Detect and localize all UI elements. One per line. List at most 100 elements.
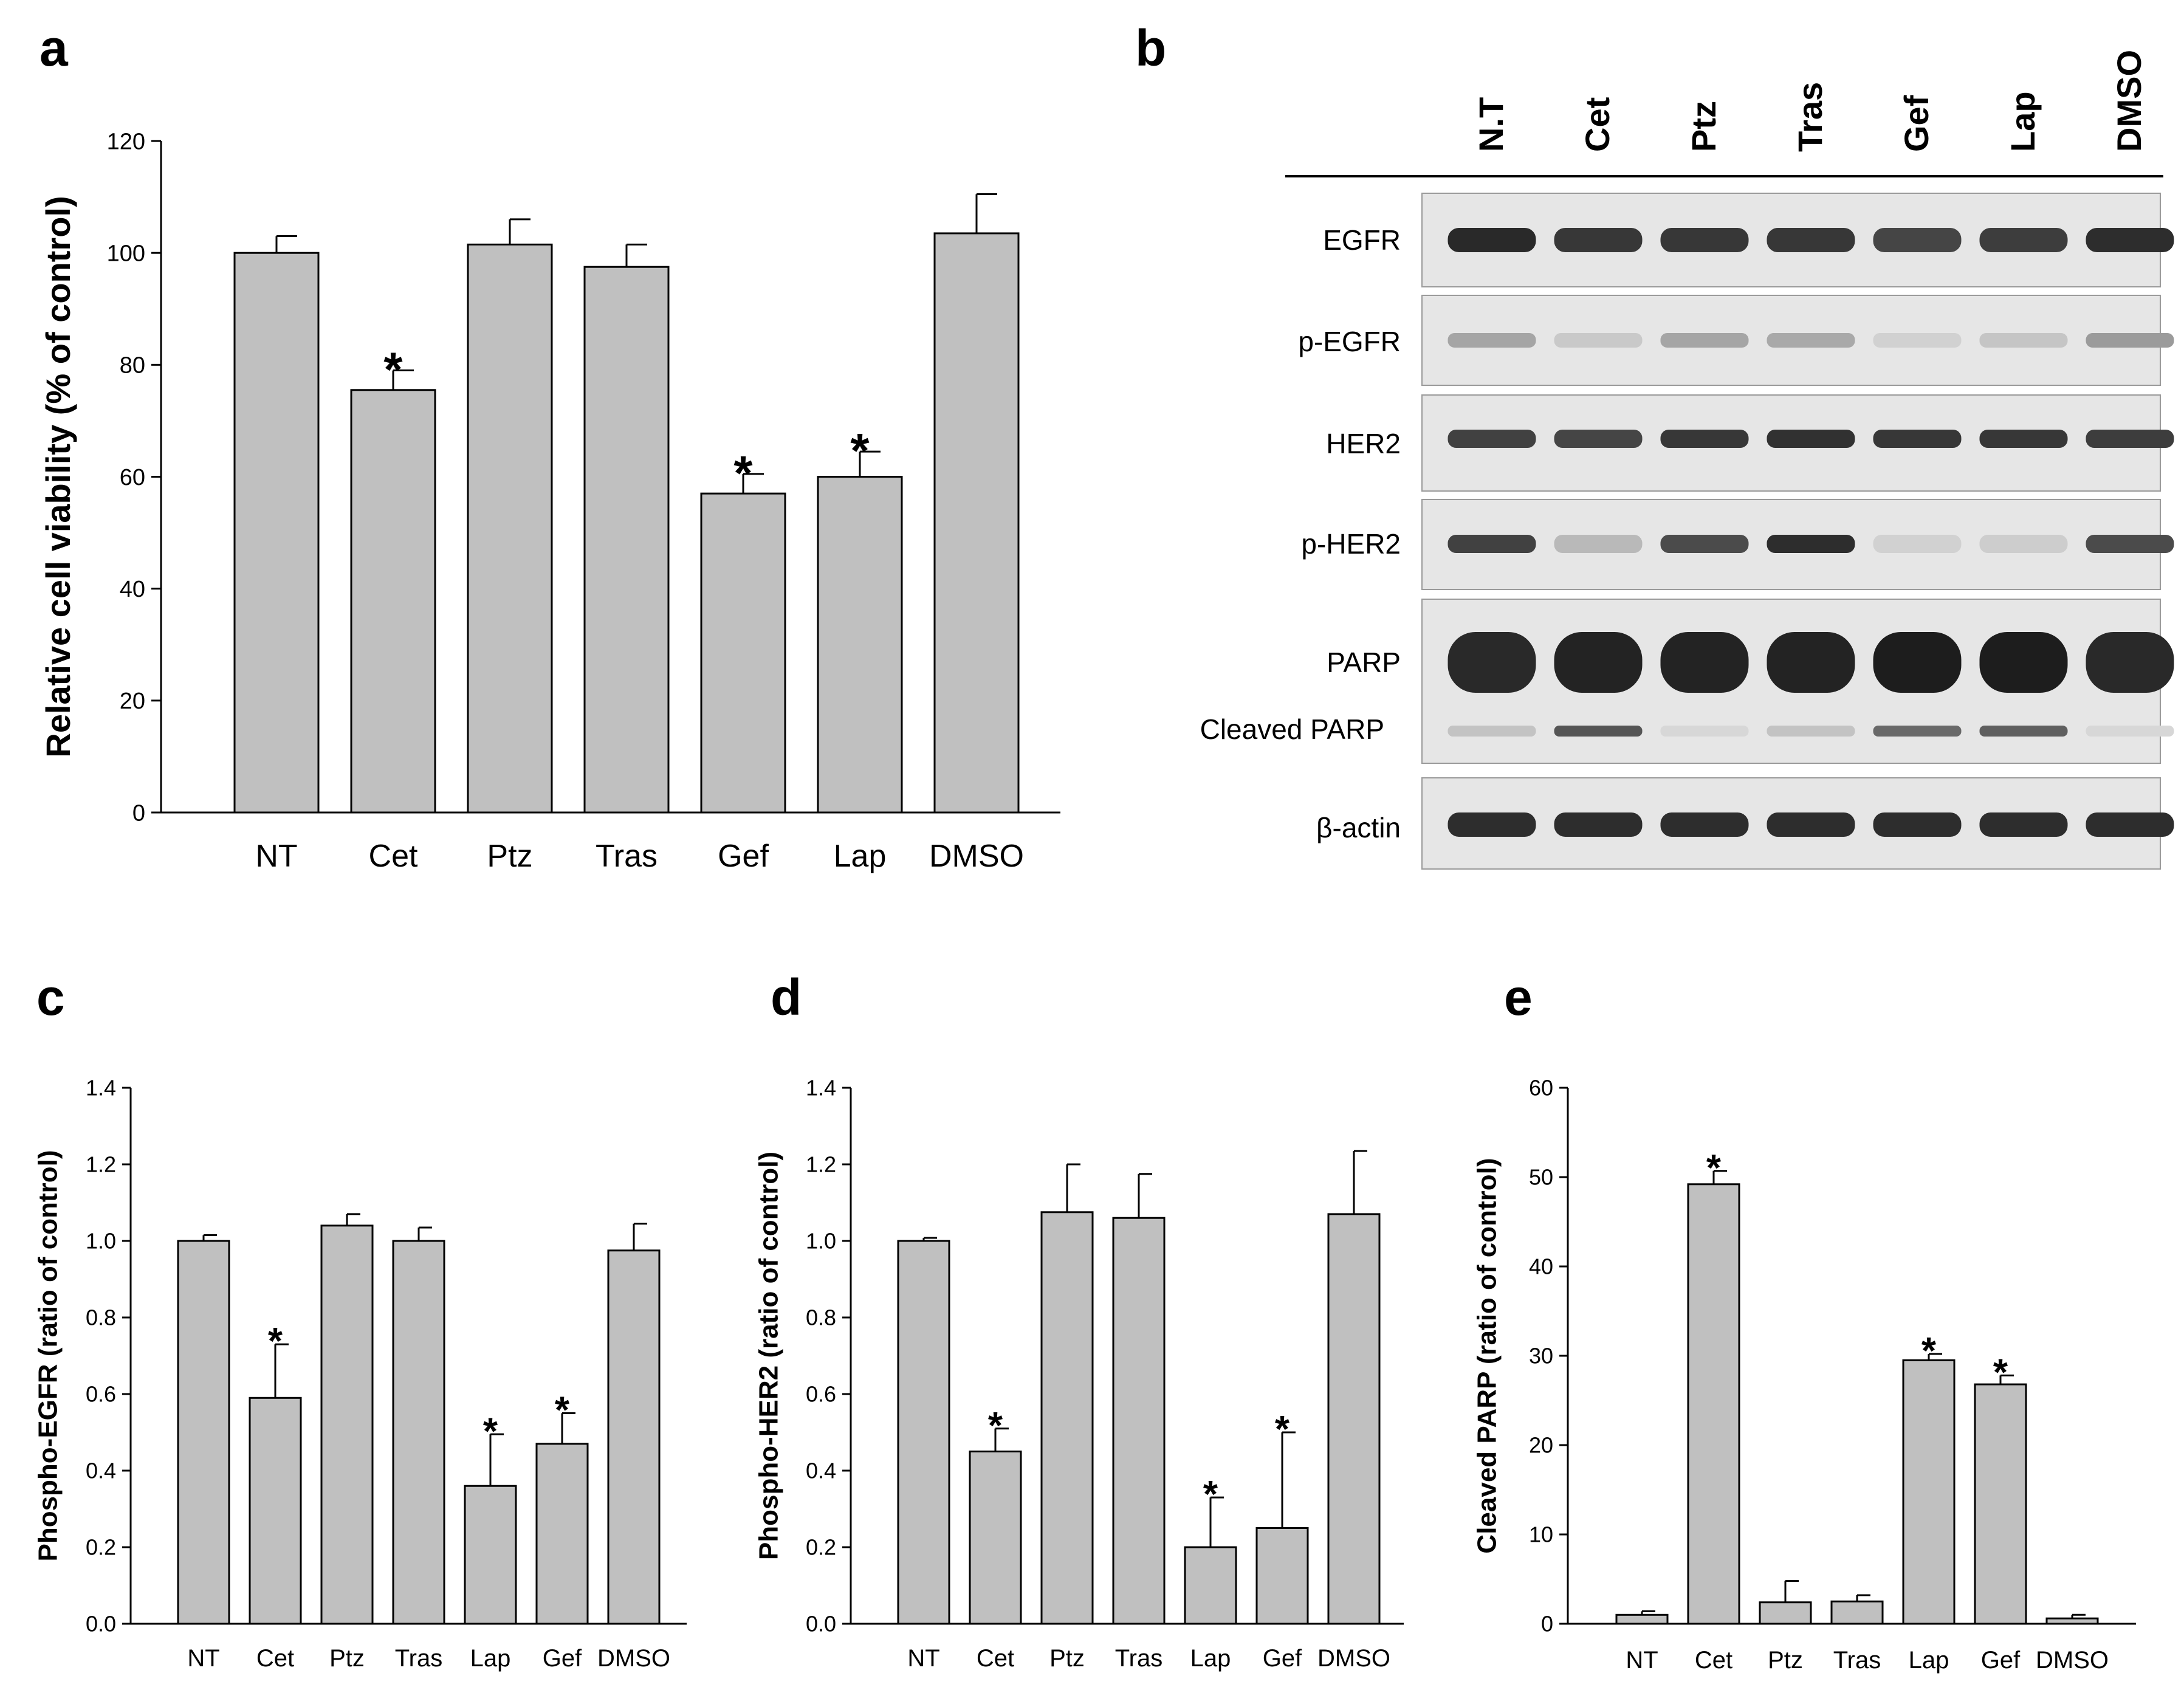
- category-label: NT: [907, 1645, 939, 1672]
- y-tick-label: 100: [107, 241, 145, 266]
- blot-band: [1979, 632, 2068, 693]
- protein-label: PARP: [1327, 647, 1401, 678]
- category-label: Gef: [1981, 1647, 2021, 1674]
- blot-band: [2086, 430, 2174, 448]
- category-label: Gef: [543, 1645, 582, 1672]
- bar: [320, 1225, 374, 1625]
- bar: [464, 1485, 517, 1625]
- category-label: Ptz: [1049, 1645, 1085, 1672]
- y-tick-label: 1.4: [86, 1076, 116, 1101]
- bar: [1112, 1217, 1166, 1625]
- blot-band: [1767, 333, 1855, 348]
- significance-marker: *: [733, 446, 753, 500]
- western-blot: N.T Cet Ptz Tras Gef Lap DMSO EGFR p-EGFR HER2 p-H…: [1200, 50, 2174, 870]
- blot-band: [1767, 726, 1855, 737]
- category-label: Lap: [1190, 1645, 1231, 1672]
- y-tick-label: 30: [1529, 1344, 1553, 1369]
- category-label: Cet: [977, 1645, 1014, 1672]
- y-tick-label: 0.0: [806, 1612, 836, 1637]
- category-label: Lap: [834, 839, 887, 874]
- significance-marker: *: [1706, 1147, 1722, 1189]
- bar: [1040, 1211, 1094, 1625]
- blot-band: [1979, 535, 2068, 553]
- bar: [1974, 1383, 2027, 1625]
- blot-band: [1447, 333, 1536, 348]
- y-tick-label: 0.4: [806, 1458, 836, 1483]
- y-tick-label: 0.4: [86, 1458, 116, 1483]
- blot-band: [1979, 726, 2068, 737]
- bar: [249, 1396, 302, 1625]
- y-tick-label: 40: [1529, 1254, 1553, 1279]
- blot-band: [1554, 632, 1643, 693]
- panel-letter-c: c: [36, 969, 65, 1026]
- blot-band: [1447, 535, 1536, 553]
- bar: [467, 243, 553, 814]
- bar: [233, 252, 320, 814]
- significance-marker: *: [483, 1410, 498, 1452]
- y-tick-label: 60: [1529, 1076, 1553, 1101]
- category-label: NT: [1626, 1647, 1658, 1674]
- y-tick-label: 20: [1529, 1433, 1553, 1458]
- blot-band: [2086, 535, 2174, 553]
- protein-label: p-EGFR: [1298, 326, 1401, 357]
- category-label: Tras: [1115, 1645, 1163, 1672]
- panel-letter-d: d: [771, 969, 802, 1026]
- category-label: Cet: [1695, 1647, 1732, 1674]
- blot-band: [1660, 333, 1749, 348]
- blot-band: [1873, 333, 1962, 348]
- y-tick-label: 50: [1529, 1165, 1553, 1190]
- significance-marker: *: [555, 1390, 570, 1432]
- blot-band: [1767, 632, 1855, 693]
- y-tick-label: 120: [107, 129, 145, 154]
- y-tick-label: 0: [1541, 1612, 1553, 1637]
- significance-marker: *: [268, 1321, 283, 1362]
- category-label: Cet: [369, 839, 418, 874]
- bar: [1830, 1600, 1884, 1625]
- y-tick-label: 1.0: [806, 1229, 836, 1254]
- category-label: Lap: [470, 1645, 511, 1672]
- blot-band: [1979, 812, 2068, 837]
- blot-band: [1447, 632, 1536, 693]
- y-axis-title: Cleaved PARP (ratio of control): [1472, 1158, 1502, 1553]
- bar: [535, 1443, 589, 1625]
- panel-letter-a: a: [39, 19, 69, 77]
- lane-label: Ptz: [1684, 101, 1723, 152]
- y-tick-label: 10: [1529, 1522, 1553, 1547]
- significance-marker: *: [1921, 1330, 1937, 1372]
- blot-band: [1767, 812, 1855, 837]
- blot-band: [1873, 632, 1962, 693]
- blot-band: [1873, 228, 1962, 252]
- blot-band: [1873, 430, 1962, 448]
- y-tick-label: 1.4: [806, 1076, 836, 1101]
- blot-band: [2086, 632, 2174, 693]
- blot-band: [1979, 228, 2068, 252]
- category-label: Ptz: [1768, 1647, 1803, 1674]
- category-label: Lap: [1909, 1647, 1949, 1674]
- y-tick-label: 0.6: [86, 1382, 116, 1407]
- bar: [817, 476, 903, 814]
- category-label: Tras: [596, 839, 658, 874]
- blot-band: [1447, 812, 1536, 837]
- category-label: Ptz: [487, 839, 532, 874]
- y-tick-label: 0.6: [806, 1382, 836, 1407]
- y-tick-label: 0.8: [806, 1305, 836, 1330]
- blot-band: [1554, 535, 1643, 553]
- bar: [969, 1451, 1022, 1625]
- blot-band: [1447, 228, 1536, 252]
- bar: [607, 1249, 661, 1625]
- category-label: DMSO: [597, 1645, 670, 1672]
- category-label: Cet: [256, 1645, 294, 1672]
- y-axis-title: Phospho-HER2 (ratio of control): [754, 1152, 784, 1560]
- y-axis-title: Relative cell viability (% of control): [39, 196, 77, 757]
- blot-band: [1660, 430, 1749, 448]
- blot-band: [1554, 812, 1643, 837]
- blot-band: [2086, 726, 2174, 737]
- bar: [1255, 1527, 1309, 1625]
- bar: [392, 1240, 445, 1625]
- blot-band: [1554, 430, 1643, 448]
- bar: [897, 1240, 950, 1625]
- bar: [1184, 1546, 1237, 1625]
- category-label: Gef: [718, 839, 769, 874]
- blot-band: [1554, 333, 1643, 348]
